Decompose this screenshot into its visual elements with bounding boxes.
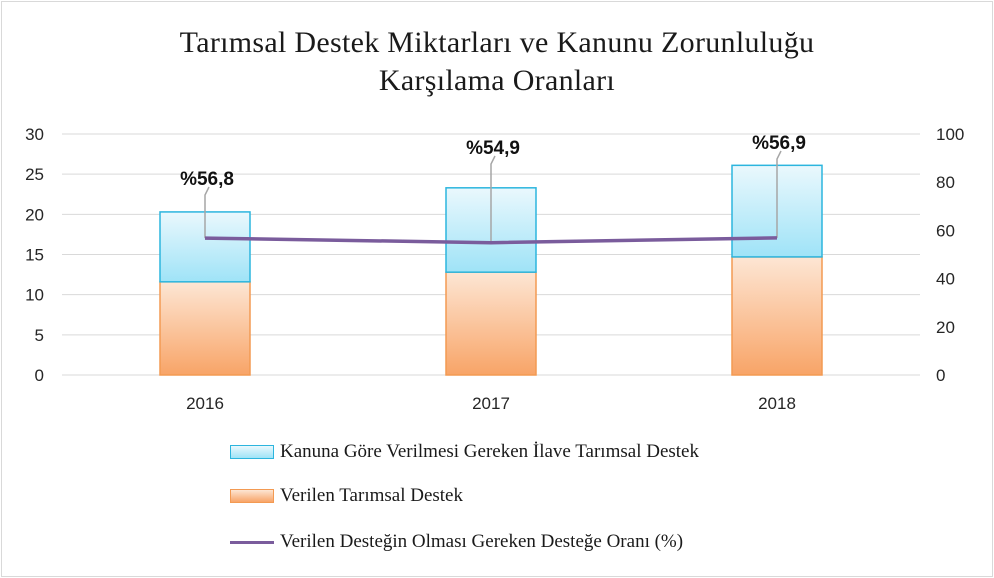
legend-item-verilen-destek: Verilen Tarımsal Destek	[230, 484, 463, 508]
legend-label-oran: Verilen Desteğin Olması Gereken Desteğe …	[280, 531, 684, 552]
y-left-tick-label: 20	[25, 205, 44, 224]
y-left-tick-label: 5	[35, 326, 44, 345]
y-left-tick-label: 25	[25, 165, 44, 184]
line-oran	[204, 236, 778, 245]
y-right-tick-label: 20	[936, 318, 955, 337]
bar-verilen-destek	[445, 271, 537, 376]
leader-line	[204, 186, 210, 239]
bar-verilen-destek	[731, 256, 823, 376]
data-label: %54,9	[466, 138, 520, 159]
bar-verilen-destek	[159, 281, 251, 376]
legend-item-ilave-destek: Kanuna Göre Verilmesi Gereken İlave Tarı…	[230, 440, 699, 464]
legend-item-oran: Verilen Desteğin Olması Gereken Desteğe …	[230, 530, 683, 554]
leader-line	[490, 155, 496, 243]
chart-title-line-2: Karşılama Oranları	[378, 64, 616, 97]
y-right-tick-label: 0	[936, 366, 945, 385]
leader-line	[776, 150, 782, 238]
y-right-tick-label: 40	[936, 270, 955, 289]
legend-line-swatch	[230, 535, 274, 549]
y-right-tick-label: 80	[936, 173, 955, 192]
y-left-tick-label: 30	[25, 125, 44, 144]
legend-label-verilen-destek: Verilen Tarımsal Destek	[280, 485, 463, 506]
y-left-tick-label: 0	[35, 366, 44, 385]
x-tick-label: 2016	[186, 394, 224, 413]
bar-ilave-destek	[159, 211, 251, 283]
y-right-tick-label: 100	[936, 125, 964, 144]
x-tick-label: 2018	[758, 394, 796, 413]
legend-label-ilave-destek: Kanuna Göre Verilmesi Gereken İlave Tarı…	[280, 441, 699, 462]
chart-title-line-1: Tarımsal Destek Miktarları ve Kanunu Zor…	[179, 26, 815, 59]
y-right-tick-label: 60	[936, 221, 955, 240]
data-label: %56,9	[752, 133, 806, 154]
x-tick-label: 2017	[472, 394, 510, 413]
legend-swatch-orange	[230, 489, 274, 503]
legend-swatch-blue	[230, 445, 274, 459]
y-left-tick-label: 15	[25, 246, 44, 265]
data-label: %56,8	[180, 169, 234, 190]
y-left-tick-label: 10	[25, 286, 44, 305]
